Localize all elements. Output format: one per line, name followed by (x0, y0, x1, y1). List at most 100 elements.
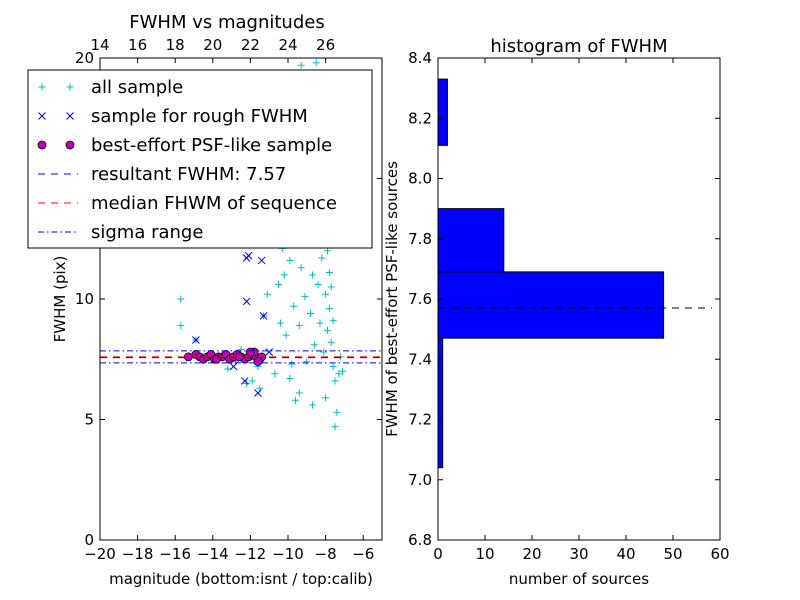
right-data-layer (437, 78, 712, 469)
right-title: histogram of FWHM (490, 36, 667, 57)
left-title: FWHM vs magnitudes (129, 12, 324, 33)
y-tick-label: 7.4 (408, 350, 432, 368)
legend-entry: all sample (38, 77, 183, 98)
data-point (327, 283, 335, 291)
legend-entry: sigma range (38, 222, 203, 243)
right-ticks: 0 10 20 30 40 50 60 6.8 7.0 7.2 7.4 7.6 7.8 8.0 8.2 8.4 (408, 49, 729, 563)
legend-marker (66, 83, 74, 91)
data-point (308, 271, 316, 279)
x-tick-label: 30 (569, 545, 588, 563)
x-tick-label: −20 (84, 545, 116, 563)
right-y-axis-label: FWHM of best-effort PSF-like sources (383, 161, 401, 437)
data-point (237, 346, 245, 354)
data-point (333, 408, 341, 416)
data-point (335, 370, 343, 378)
data-point (308, 401, 316, 409)
right-x-axis-label: number of sources (509, 570, 649, 588)
data-point (259, 312, 268, 320)
histogram-bar (437, 78, 448, 146)
legend-label: sigma range (91, 222, 203, 243)
y-tick-label: 20 (75, 49, 94, 67)
data-point (253, 357, 263, 367)
legend-label: resultant FWHM: 7.57 (91, 164, 286, 185)
x-tick-label: 60 (710, 545, 729, 563)
top-x-tick-label: 16 (128, 36, 147, 54)
data-point (177, 322, 185, 330)
legend-rows: all sample sample for rough FWHM best-effo… (37, 77, 337, 243)
data-point (248, 377, 256, 385)
y-tick-label: 7.0 (408, 471, 432, 489)
top-x-tick-label: 24 (278, 36, 297, 54)
x-tick-label: 50 (663, 545, 682, 563)
x-tick-label: 20 (522, 545, 541, 563)
legend-entry: best-effort PSF-like sample (37, 135, 332, 156)
data-point (297, 264, 305, 272)
x-tick-label: −8 (315, 545, 337, 563)
legend-marker (38, 112, 46, 120)
left-ticks: −20 −18 −16 −14 −12 −10 −8 −6 14 16 18 20 22 24 26 0 5 10… (75, 36, 382, 563)
data-point (286, 375, 294, 383)
data-point (331, 377, 339, 385)
data-point (286, 256, 294, 264)
data-point (288, 360, 296, 368)
x-tick-label: 10 (475, 545, 494, 563)
data-point (295, 322, 303, 330)
data-point (312, 59, 320, 67)
data-point (292, 396, 300, 404)
data-point (325, 268, 333, 276)
x-tick-label: 40 (616, 545, 635, 563)
legend-label: sample for rough FWHM (91, 106, 308, 127)
data-point (316, 319, 324, 327)
data-point (307, 309, 315, 317)
legend-marker (38, 83, 46, 91)
series-sample-for-rough-fwhm (192, 251, 274, 397)
top-x-tick-label: 18 (166, 36, 185, 54)
data-point (303, 358, 311, 366)
data-point (339, 367, 347, 375)
legend-entry: median FHWM of sequence (38, 193, 337, 214)
data-point (290, 302, 298, 310)
left-panel: −20 −18 −16 −14 −12 −10 −8 −6 14 16 18 20 22 24 26 0 5 10… (27, 12, 383, 588)
data-point (318, 254, 326, 262)
x-tick-label: −12 (235, 545, 267, 563)
legend-label: all sample (91, 77, 183, 98)
data-point (229, 362, 238, 371)
data-point (297, 61, 305, 69)
y-tick-label: 8.4 (408, 49, 432, 67)
top-x-tick-label: 20 (203, 36, 222, 54)
left-plot-frame (99, 57, 383, 541)
data-point (329, 317, 337, 325)
x-tick-label: −10 (272, 545, 304, 563)
legend-marker (37, 140, 47, 150)
y-tick-label: 7.6 (408, 290, 432, 308)
left-x-axis-label: magnitude (bottom:isnt / top:calib) (109, 570, 373, 588)
data-point (224, 365, 232, 373)
data-point (280, 271, 288, 279)
legend-entry: resultant FWHM: 7.57 (38, 164, 286, 185)
histogram-bar (437, 271, 665, 339)
legend-frame (27, 69, 373, 249)
data-point (276, 319, 284, 327)
y-tick-label: 8.0 (408, 170, 432, 188)
legend: all sample sample for rough FWHM best-effo… (27, 69, 373, 249)
legend-label: best-effort PSF-like sample (91, 135, 332, 156)
top-x-tick-label: 22 (241, 36, 260, 54)
data-point (244, 251, 253, 260)
left-y-axis-label: FWHM (pix) (51, 256, 69, 343)
x-tick-label: −14 (197, 545, 229, 563)
y-tick-label: 8.2 (408, 109, 432, 127)
data-point (295, 389, 303, 397)
data-point (314, 281, 322, 289)
data-point (301, 293, 309, 301)
legend-entry: sample for rough FWHM (38, 106, 308, 127)
histogram-bar (437, 337, 444, 469)
data-point (177, 295, 185, 303)
x-tick-label: −6 (352, 545, 374, 563)
y-tick-label: 7.2 (408, 411, 432, 429)
y-tick-label: 10 (75, 290, 94, 308)
data-point (282, 331, 290, 339)
data-point (322, 394, 330, 402)
histogram-bar (437, 208, 505, 273)
legend-label: median FHWM of sequence (91, 193, 337, 214)
legend-marker (66, 112, 74, 120)
